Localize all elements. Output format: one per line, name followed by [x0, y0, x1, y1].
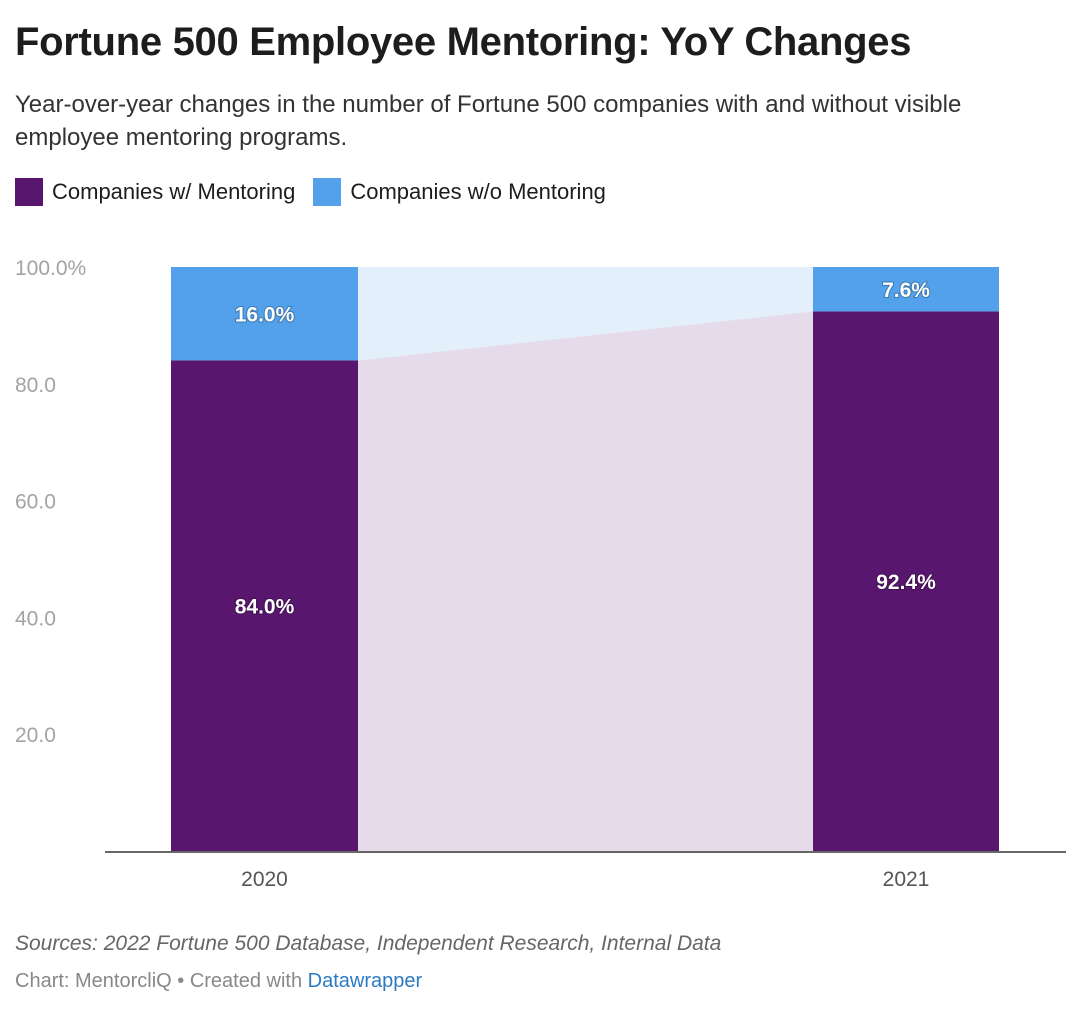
data-label: 7.6%	[882, 279, 930, 302]
credit-line: Chart: MentorcliQ • Created with Datawra…	[15, 970, 422, 993]
data-label: 84.0%	[235, 596, 295, 619]
data-label: 16.0%	[235, 304, 295, 327]
legend-item-without-mentoring: Companies w/o Mentoring	[313, 178, 606, 206]
legend-item-with-mentoring: Companies w/ Mentoring	[15, 178, 295, 206]
x-tick-label: 2020	[241, 868, 288, 891]
y-tick-label: 80.0	[15, 374, 56, 397]
legend-swatch	[313, 178, 342, 206]
x-tick-label: 2021	[883, 868, 930, 891]
bar-2020-without	[171, 267, 358, 361]
data-label: 92.4%	[876, 571, 936, 594]
chart-subtitle: Year-over-year changes in the number of …	[15, 91, 962, 151]
y-tick-label: 100.0%	[15, 257, 86, 280]
connector-without-mentoring	[358, 267, 813, 361]
chart-title: Fortune 500 Employee Mentoring: YoY Chan…	[15, 20, 912, 64]
legend: Companies w/ Mentoring Companies w/o Men…	[15, 178, 606, 206]
legend-label: Companies w/o Mentoring	[350, 179, 606, 204]
bar-2021-with	[813, 311, 999, 851]
legend-label: Companies w/ Mentoring	[52, 179, 296, 204]
datawrapper-link[interactable]: Datawrapper	[307, 970, 423, 992]
connector-with-mentoring	[358, 311, 813, 851]
bar-2021-without	[813, 267, 999, 312]
y-tick-label: 60.0	[15, 491, 56, 514]
legend-swatch	[15, 178, 43, 206]
y-tick-label: 20.0	[15, 724, 56, 747]
credit-text: Chart: MentorcliQ • Created with	[15, 970, 308, 992]
bar-2020-with	[171, 360, 358, 851]
y-tick-label: 40.0	[15, 607, 56, 630]
sources-note: Sources: 2022 Fortune 500 Database, Inde…	[15, 932, 722, 955]
